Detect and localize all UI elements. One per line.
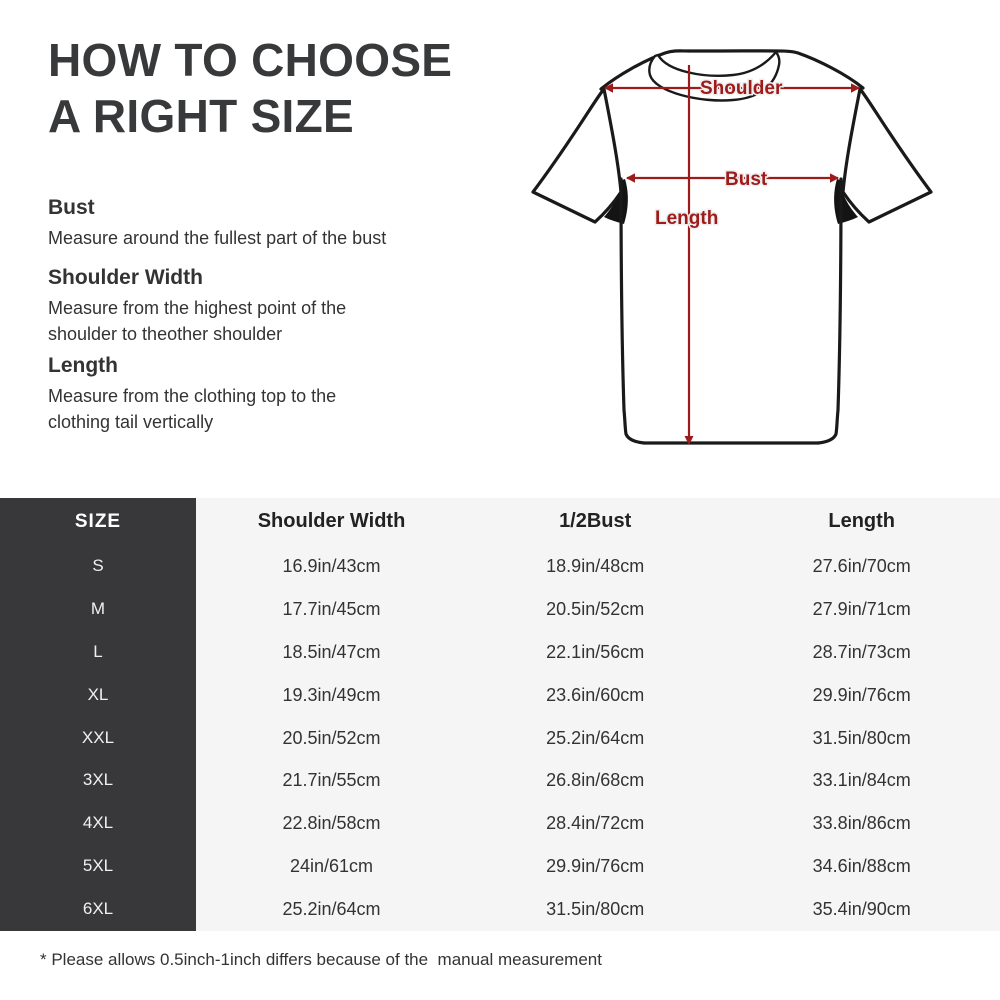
- svg-text:Length: Length: [655, 208, 718, 229]
- svg-text:Shoulder: Shoulder: [700, 78, 783, 99]
- svg-text:Bust: Bust: [725, 169, 768, 190]
